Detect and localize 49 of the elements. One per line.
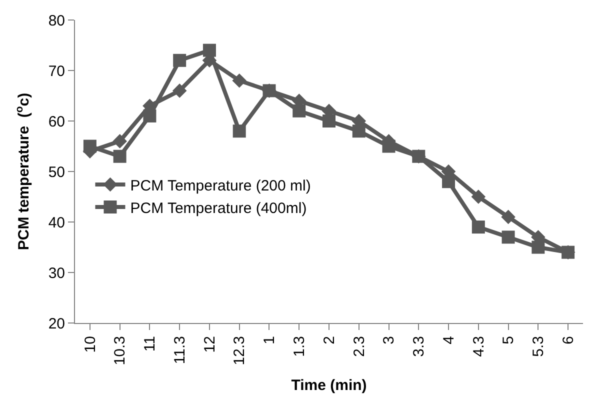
x-tick-label: 3.3 <box>410 336 428 357</box>
x-tick-label: 5.3 <box>530 336 548 357</box>
point <box>232 73 246 88</box>
x-tick-label: 1 <box>261 336 278 344</box>
point <box>471 190 486 204</box>
x-tick-label: 4 <box>440 336 458 344</box>
point <box>112 134 127 148</box>
point <box>532 240 545 254</box>
point <box>352 124 366 138</box>
y-tick-label: 50 <box>48 164 65 181</box>
legend-label: PCM Temperature (200 ml) <box>130 177 311 194</box>
x-tick-label: 3 <box>380 336 398 344</box>
point <box>442 175 456 188</box>
legend-label: PCM Temperature (400ml) <box>130 200 307 217</box>
point <box>113 150 126 163</box>
point <box>262 84 276 98</box>
y-tick-label: 60 <box>48 113 65 130</box>
point <box>143 109 156 122</box>
x-tick-label: 2 <box>320 336 338 344</box>
x-tick-label: 2.3 <box>350 336 368 357</box>
x-tick-label: 10 <box>82 336 99 353</box>
point <box>562 246 575 259</box>
x-tick-label: 12 <box>201 336 218 353</box>
point <box>472 220 485 234</box>
point <box>322 114 336 128</box>
x-tick-label: 1.3 <box>290 336 308 357</box>
x-tick-label: 11.3 <box>171 336 188 364</box>
point <box>173 54 186 67</box>
y-tick-label: 80 <box>48 12 65 30</box>
x-tick-label: 11 <box>142 336 159 352</box>
point <box>232 124 246 138</box>
y-tick-label: 30 <box>48 264 65 282</box>
point <box>292 104 306 118</box>
y-tick-label: 40 <box>48 214 65 232</box>
point <box>172 84 187 98</box>
x-tick-label: 10.3 <box>112 336 129 366</box>
x-tick-label: 6 <box>560 336 577 344</box>
point <box>501 210 516 224</box>
y-tick-label: 70 <box>48 62 65 80</box>
x-tick-label: 5 <box>500 336 518 344</box>
y-tick-label: 20 <box>48 315 65 332</box>
x-axis-title: Time (min) <box>291 377 367 394</box>
point <box>412 150 426 163</box>
point <box>202 44 216 57</box>
point <box>83 140 96 153</box>
x-tick-label: 12.3 <box>231 336 248 366</box>
point <box>382 140 396 153</box>
x-tick-label: 4.3 <box>470 336 488 357</box>
point <box>502 230 515 244</box>
